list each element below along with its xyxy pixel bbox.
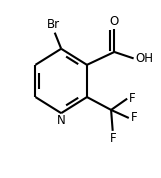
Text: Br: Br xyxy=(47,18,61,31)
Text: O: O xyxy=(110,15,119,28)
Text: F: F xyxy=(109,132,116,145)
Text: F: F xyxy=(130,111,137,124)
Text: N: N xyxy=(57,114,66,127)
Text: OH: OH xyxy=(135,52,153,65)
Text: F: F xyxy=(129,92,135,105)
